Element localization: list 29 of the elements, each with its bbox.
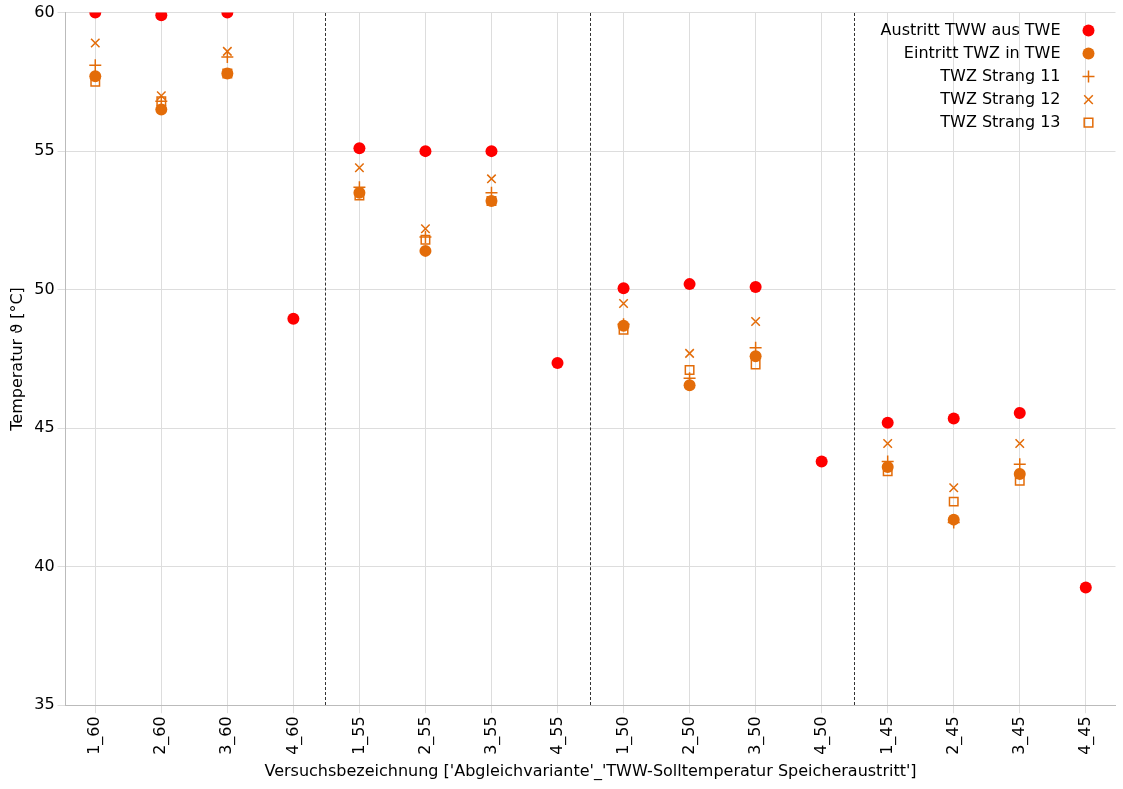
x-axis-title: Versuchsbezeichnung ['Abgleichvariante'_'TWW-Solltemperatur Speicheraustritt']: [264, 760, 917, 781]
x-tick-label: 2_55: [414, 716, 435, 755]
y-tick-label: 50: [34, 278, 55, 298]
y-axis-title: Temperatur ϑ [°C]: [6, 287, 26, 432]
x-tick-label: 1_55: [348, 716, 369, 755]
x-tick-label: 4_50: [810, 716, 831, 755]
x-tick-label: 2_60: [150, 716, 171, 755]
x-tick-label: 2_50: [678, 716, 699, 755]
legend-label: Austritt TWW aus TWE: [880, 19, 1061, 39]
x-tick-label: 3_60: [216, 716, 237, 755]
x-tick-label: 4_45: [1074, 716, 1095, 755]
x-tick-label: 3_50: [744, 716, 765, 755]
x-tick-label: 3_55: [480, 716, 501, 755]
x-tick-label: 3_45: [1008, 716, 1029, 755]
legend-label: Eintritt TWZ in TWE: [903, 42, 1061, 62]
x-tick-label: 1_50: [612, 716, 633, 755]
y-tick-label: 35: [34, 694, 55, 714]
x-tick-label: 2_45: [942, 716, 963, 755]
x-tick-label: 1_45: [876, 716, 897, 755]
x-tick-label: 4_60: [282, 716, 303, 755]
legend-label: TWZ Strang 13: [939, 111, 1061, 131]
y-tick-label: 55: [34, 140, 55, 160]
legend-label: TWZ Strang 12: [939, 88, 1061, 108]
x-tick-label: 1_60: [84, 716, 105, 755]
x-tick-label: 4_55: [546, 716, 567, 755]
y-tick-label: 60: [34, 1, 55, 21]
y-tick-label: 45: [34, 417, 55, 437]
y-tick-label: 40: [34, 555, 55, 575]
legend-label: TWZ Strang 11: [939, 65, 1061, 85]
